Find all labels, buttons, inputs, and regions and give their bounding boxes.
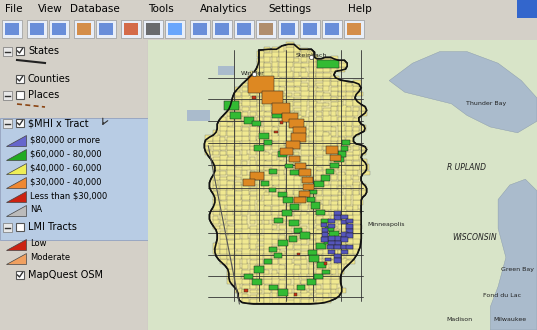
Polygon shape (6, 191, 26, 202)
Polygon shape (6, 135, 26, 146)
Bar (212, 20, 232, 38)
Text: NA: NA (30, 206, 42, 214)
Bar (143, 20, 163, 38)
Text: Winkler: Winkler (241, 71, 265, 76)
Text: WISCONSIN: WISCONSIN (453, 233, 497, 242)
Bar (16, 119, 24, 127)
Text: Thunder Bay: Thunder Bay (466, 101, 506, 106)
Bar (165, 20, 185, 38)
Bar (218, 66, 234, 75)
Bar (49, 20, 69, 38)
Text: Minneapolis: Minneapolis (368, 222, 405, 227)
Bar (77, 23, 91, 35)
Bar (146, 23, 160, 35)
Text: States: States (28, 46, 59, 56)
Bar (215, 23, 229, 35)
Text: Settings: Settings (268, 4, 311, 14)
Text: LMI Tracts: LMI Tracts (28, 222, 77, 232)
Bar (16, 47, 24, 55)
Text: $30,000 - 40,000: $30,000 - 40,000 (30, 178, 101, 186)
Text: Low: Low (30, 240, 47, 248)
Bar (96, 20, 116, 38)
Polygon shape (6, 163, 26, 174)
Bar (99, 23, 113, 35)
Bar (2, 20, 22, 38)
Bar (27, 20, 47, 38)
Text: Database: Database (70, 4, 120, 14)
Bar (16, 75, 24, 83)
Bar (347, 23, 361, 35)
Bar (168, 23, 182, 35)
Bar (259, 23, 273, 35)
Bar (193, 23, 207, 35)
Bar (121, 20, 141, 38)
Bar (344, 20, 364, 38)
Text: Tools: Tools (148, 4, 174, 14)
Bar (322, 20, 342, 38)
Bar (5, 23, 19, 35)
Text: $60,000 - 80,000: $60,000 - 80,000 (30, 149, 101, 158)
Text: $40,000 - 60,000: $40,000 - 60,000 (30, 163, 101, 173)
Bar (124, 23, 138, 35)
Bar (3, 223, 12, 232)
Bar (325, 23, 339, 35)
Bar (517, 0, 537, 18)
Polygon shape (490, 179, 537, 330)
Bar (234, 20, 254, 38)
Bar (278, 20, 298, 38)
Text: View: View (38, 4, 63, 14)
Bar (256, 20, 276, 38)
Text: Less than $30,000: Less than $30,000 (30, 191, 107, 201)
Text: $80,000 or more: $80,000 or more (30, 136, 100, 145)
Text: $MHI x Tract: $MHI x Tract (28, 118, 89, 128)
Text: Steinbach: Steinbach (296, 53, 327, 58)
Bar (281, 23, 295, 35)
Text: Milwaukee: Milwaukee (493, 317, 526, 322)
Bar (0, 118, 148, 240)
Polygon shape (6, 239, 26, 250)
Bar (16, 223, 24, 231)
Text: Counties: Counties (28, 74, 71, 84)
Text: Fond du Lac: Fond du Lac (483, 293, 521, 298)
Polygon shape (205, 44, 367, 304)
Bar (187, 110, 211, 121)
Bar (300, 20, 320, 38)
Bar (303, 23, 317, 35)
Text: Moderate: Moderate (30, 253, 70, 262)
Text: Green Bay: Green Bay (501, 267, 534, 272)
Bar (16, 91, 24, 99)
Bar (74, 20, 94, 38)
Polygon shape (6, 205, 26, 216)
Bar (3, 47, 12, 56)
Text: Madison: Madison (446, 317, 472, 322)
Bar (16, 271, 24, 279)
Bar (30, 23, 44, 35)
Bar (52, 23, 66, 35)
Polygon shape (6, 253, 26, 264)
Text: MapQuest OSM: MapQuest OSM (28, 270, 103, 280)
Polygon shape (6, 149, 26, 160)
Bar (3, 91, 12, 100)
Bar (237, 23, 251, 35)
Text: R UPLAND: R UPLAND (447, 163, 487, 172)
Bar (3, 119, 12, 128)
Text: Places: Places (28, 90, 59, 100)
Text: Help: Help (348, 4, 372, 14)
Text: Analytics: Analytics (200, 4, 248, 14)
Text: File: File (5, 4, 23, 14)
Polygon shape (389, 51, 537, 133)
Bar (190, 20, 210, 38)
Polygon shape (6, 177, 26, 188)
